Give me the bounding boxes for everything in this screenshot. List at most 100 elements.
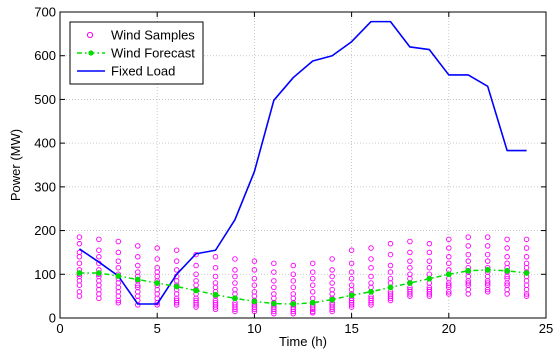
wind-sample-point bbox=[329, 306, 335, 313]
wind-sample-point bbox=[426, 258, 433, 264]
wind-sample-point bbox=[135, 243, 141, 249]
wind-sample-point bbox=[329, 267, 335, 273]
wind-sample-point bbox=[446, 291, 452, 297]
wind-sample-point bbox=[484, 243, 491, 249]
wind-sample-point bbox=[309, 310, 316, 316]
wind-sample-point bbox=[309, 289, 316, 295]
wind-sample-point bbox=[232, 273, 238, 280]
wind-sample-point bbox=[76, 234, 83, 240]
fixed-load-line bbox=[78, 20, 527, 305]
wind-forecast-points bbox=[76, 267, 530, 307]
wind-sample-point bbox=[465, 258, 471, 264]
wind-sample-point bbox=[193, 271, 199, 278]
wind-sample-point bbox=[173, 267, 180, 273]
x-tick-label: 10 bbox=[247, 321, 261, 336]
wind-sample-point bbox=[271, 284, 277, 291]
wind-sample-point bbox=[348, 247, 355, 253]
wind-sample-point bbox=[135, 262, 141, 269]
wind-sample-point bbox=[309, 282, 316, 288]
wind-sample-point bbox=[484, 258, 491, 264]
wind-sample-point bbox=[173, 299, 180, 306]
wind-sample-point bbox=[465, 234, 471, 240]
wind-sample-point bbox=[232, 308, 238, 315]
wind-sample-point bbox=[290, 271, 297, 278]
wind-sample-point bbox=[212, 273, 219, 280]
wind-sample-point bbox=[426, 249, 433, 256]
wind-sample-point bbox=[76, 282, 83, 288]
wind-forecast-point bbox=[504, 267, 511, 274]
wind-sample-point bbox=[173, 302, 180, 308]
wind-sample-point bbox=[368, 273, 374, 280]
wind-sample-point bbox=[251, 282, 258, 288]
wind-sample-point bbox=[407, 291, 413, 297]
wind-sample-point bbox=[407, 264, 413, 271]
wind-sample-point bbox=[446, 236, 452, 243]
wind-sample-point bbox=[271, 269, 277, 275]
wind-sample-point bbox=[426, 240, 433, 247]
wind-forecast-point bbox=[426, 275, 433, 282]
wind-forecast-point bbox=[445, 271, 452, 278]
wind-sample-point bbox=[329, 280, 335, 286]
wind-sample-point bbox=[193, 251, 199, 258]
y-tick-label: 300 bbox=[34, 179, 56, 194]
wind-sample-point bbox=[387, 269, 394, 275]
legend-wind-forecast-label: Wind Forecast bbox=[111, 46, 195, 61]
wind-sample-point bbox=[96, 247, 102, 253]
wind-forecast-point bbox=[115, 273, 122, 279]
wind-sample-point bbox=[484, 234, 491, 240]
wind-sample-point bbox=[523, 291, 530, 297]
wind-sample-point bbox=[387, 297, 394, 304]
wind-forecast-point bbox=[134, 276, 141, 283]
wind-sample-point bbox=[504, 254, 510, 260]
x-tick-label: 5 bbox=[154, 321, 161, 336]
wind-sample-point bbox=[407, 249, 413, 256]
wind-sample-point bbox=[368, 264, 374, 271]
wind-forecast-point bbox=[465, 267, 472, 274]
wind-sample-point bbox=[329, 273, 335, 280]
wind-forecast-point bbox=[484, 267, 491, 273]
y-tick-label: 700 bbox=[34, 5, 56, 20]
x-axis-ticks: 0 5 10 15 20 25 bbox=[56, 12, 553, 336]
wind-sample-point bbox=[446, 289, 452, 295]
wind-sample-point bbox=[504, 245, 510, 251]
wind-sample-point bbox=[329, 256, 335, 262]
wind-sample-point bbox=[76, 260, 83, 267]
wind-forecast-point bbox=[251, 298, 258, 305]
wind-forecast-point bbox=[212, 291, 219, 298]
wind-sample-point bbox=[232, 256, 238, 262]
wind-forecast-point bbox=[173, 283, 180, 290]
wind-sample-point bbox=[504, 291, 510, 297]
wind-sample-point bbox=[465, 291, 471, 297]
wind-sample-point bbox=[407, 293, 413, 299]
wind-sample-point bbox=[523, 293, 530, 299]
y-tick-label: 400 bbox=[34, 136, 56, 151]
wind-sample-point bbox=[115, 264, 122, 271]
wind-forecast-point bbox=[348, 292, 355, 299]
wind-sample-point bbox=[251, 258, 258, 264]
wind-sample-point bbox=[212, 306, 219, 313]
wind-sample-point bbox=[446, 245, 452, 251]
wind-sample-point bbox=[446, 282, 452, 288]
wind-sample-point bbox=[387, 240, 394, 247]
wind-sample-point bbox=[465, 251, 471, 258]
wind-sample-point bbox=[407, 258, 413, 264]
wind-sample-point bbox=[504, 236, 510, 243]
y-tick-label: 600 bbox=[34, 48, 56, 63]
wind-sample-point bbox=[387, 251, 394, 258]
wind-forecast-point bbox=[270, 300, 277, 307]
wind-sample-point bbox=[271, 278, 277, 284]
y-tick-label: 100 bbox=[34, 267, 56, 282]
wind-sample-point bbox=[193, 304, 199, 310]
wind-sample-point bbox=[271, 260, 277, 267]
y-axis-label: Power (MW) bbox=[8, 129, 23, 201]
wind-sample-point bbox=[115, 258, 122, 264]
wind-sample-point bbox=[484, 251, 491, 258]
wind-sample-point bbox=[135, 302, 141, 308]
wind-sample-point bbox=[115, 238, 122, 245]
wind-sample-point bbox=[76, 240, 83, 247]
wind-sample-point bbox=[251, 275, 258, 282]
wind-forecast-point bbox=[193, 287, 199, 294]
wind-sample-point bbox=[232, 267, 238, 273]
wind-forecast-point bbox=[523, 270, 530, 276]
wind-forecast-point bbox=[95, 270, 102, 276]
